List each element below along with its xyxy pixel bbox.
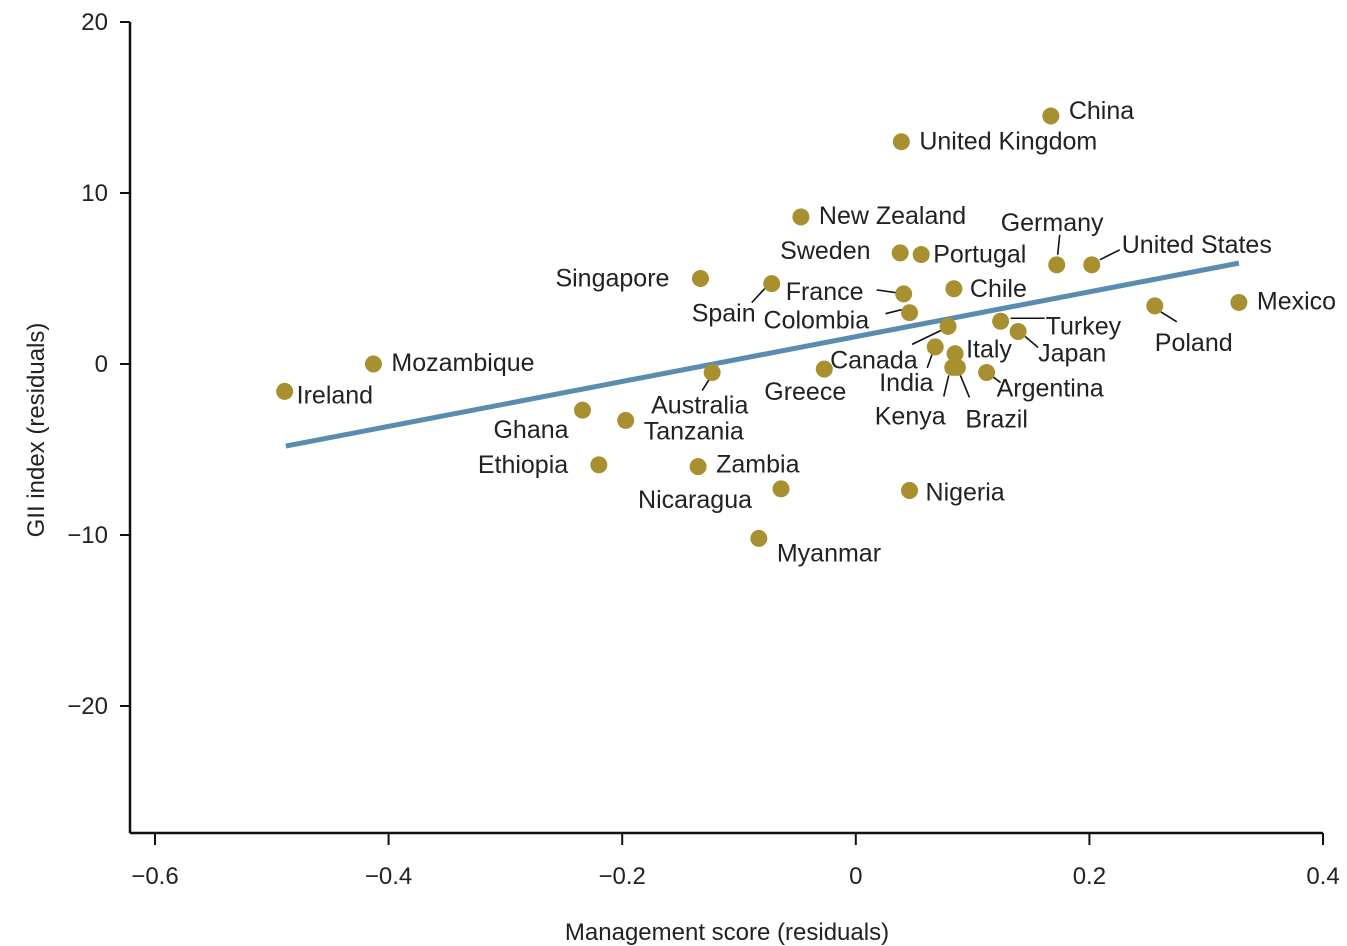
label-myanmar: Myanmar [777,539,881,567]
label-kenya: Kenya [875,402,946,430]
label-greece: Greece [764,378,846,406]
label-france: France [786,278,864,306]
point-tanzania [617,411,635,429]
point-new-zealand [792,208,810,226]
label-chile: Chile [970,275,1027,303]
x-axis-title: Management score (residuals) [565,919,889,946]
label-spain: Spain [692,300,756,328]
point-united-states [1083,256,1101,274]
label-colombia: Colombia [764,307,870,335]
y-tick-label: 20 [81,9,108,36]
leader-brazil [959,375,971,398]
point-argentina [978,364,996,382]
label-zambia: Zambia [716,451,799,479]
point-colombia [901,304,919,322]
point-sweden [891,244,909,262]
label-brazil: Brazil [965,405,1028,433]
point-portugal [912,246,930,264]
leader-france [876,289,898,294]
y-tick-label: −10 [67,522,108,549]
leader-kenya [942,375,950,397]
point-brazil [948,358,966,376]
leader-united-states [1099,249,1121,261]
point-united-kingdom [892,133,910,151]
label-united-kingdom: United Kingdom [919,128,1097,156]
point-france [895,285,913,303]
label-turkey: Turkey [1046,312,1122,340]
leader-australia [701,379,710,391]
point-ghana [573,401,591,419]
x-tick-label: −0.4 [365,863,412,890]
label-nicaragua: Nicaragua [638,486,752,514]
point-mozambique [364,355,382,373]
label-japan: Japan [1038,340,1106,368]
label-italy: Italy [966,336,1012,364]
leader-germany [1056,234,1061,255]
trend-line [285,260,1240,449]
label-argentina: Argentina [997,375,1104,403]
point-greece [815,360,833,378]
point-china [1042,107,1060,125]
y-tick-label: −20 [67,693,108,720]
label-portugal: Portugal [933,241,1026,269]
point-ireland [276,382,294,400]
label-new-zealand: New Zealand [819,202,966,230]
label-germany: Germany [1001,209,1104,237]
point-japan [1009,323,1027,341]
label-sweden: Sweden [780,237,870,265]
leader-india [926,353,933,369]
x-tick-label: −0.6 [131,863,178,890]
x-tick-label: 0 [849,863,862,890]
point-poland [1146,297,1164,315]
y-tick-label: 10 [81,180,108,207]
leader-poland [1160,311,1178,323]
x-tick-label: 0.4 [1306,863,1339,890]
label-canada: Canada [830,346,918,374]
x-tick-label: 0.2 [1073,863,1106,890]
label-china: China [1069,97,1134,125]
label-india: India [879,369,933,397]
label-tanzania: Tanzania [644,417,744,445]
leader-canada [911,329,942,346]
point-canada [939,317,957,335]
point-germany [1048,256,1066,274]
label-poland: Poland [1155,329,1233,357]
point-myanmar [750,529,768,547]
y-axis-title: GII index (residuals) [23,323,50,538]
leader-colombia [885,308,902,315]
leader-argentina [992,375,1002,384]
point-ethiopia [590,456,608,474]
x-tick-label: −0.2 [599,863,646,890]
point-italy [946,345,964,363]
label-singapore: Singapore [555,265,669,293]
label-ghana: Ghana [493,416,568,444]
point-nicaragua [772,480,790,498]
point-australia [703,364,721,382]
y-tick-label: 0 [95,351,108,378]
point-india [926,338,944,356]
label-ethiopia: Ethiopia [478,451,568,479]
point-singapore [691,270,709,287]
label-nigeria: Nigeria [926,479,1005,507]
label-australia: Australia [651,392,748,420]
label-mexico: Mexico [1257,287,1336,315]
point-spain [763,275,781,293]
leader-spain [751,288,766,304]
point-mexico [1230,293,1248,311]
point-nigeria [901,482,919,500]
leader-japan [1024,335,1039,349]
point-turkey [992,312,1010,330]
point-zambia [689,458,707,476]
label-ireland: Ireland [297,381,373,409]
label-united-states: United States [1122,231,1272,259]
point-chile [945,280,963,298]
label-mozambique: Mozambique [391,349,534,377]
